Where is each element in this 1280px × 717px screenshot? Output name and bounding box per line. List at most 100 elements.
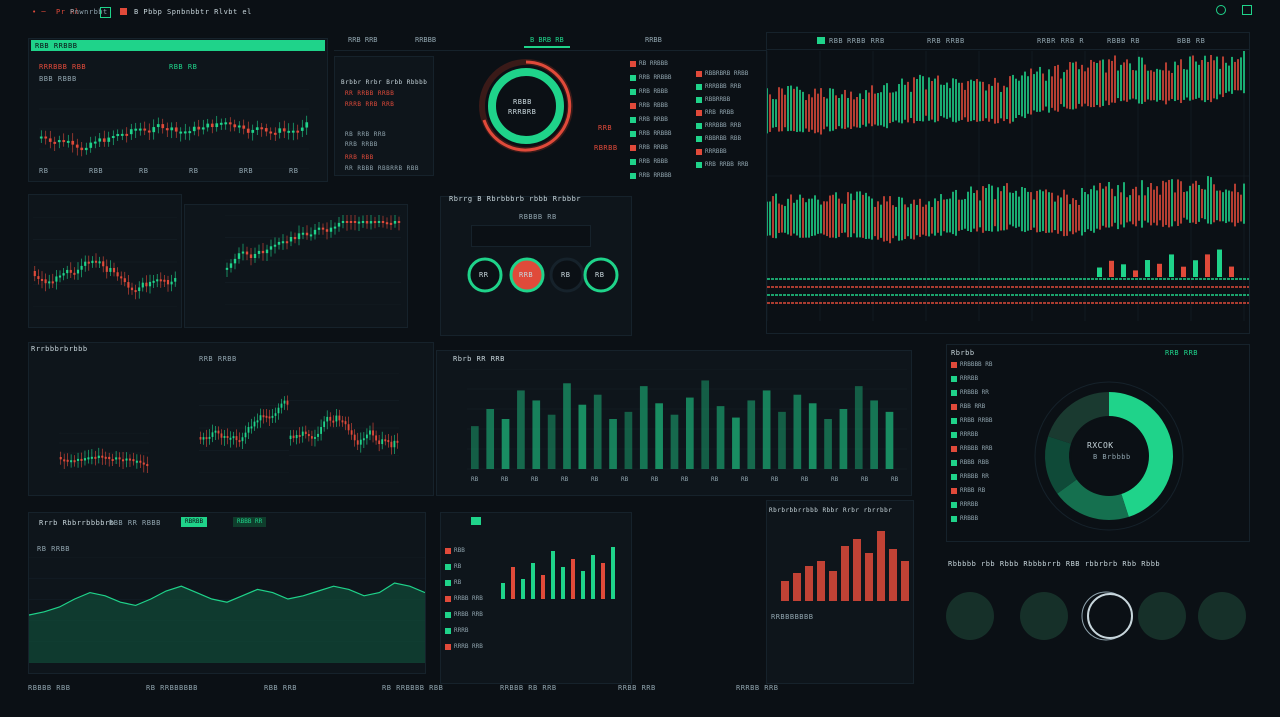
bullet-icon (696, 148, 702, 155)
tab-4[interactable]: RRBB (645, 36, 662, 44)
area-badge-2[interactable]: RBBB RR (233, 517, 267, 527)
candle (232, 436, 235, 439)
list-item[interactable]: RBB RRB (951, 403, 985, 410)
list-item[interactable]: RRRBB (951, 375, 978, 382)
list-item[interactable]: RRBBB (951, 515, 978, 522)
top-bar-item-2[interactable]: Pnwnrbbt (70, 8, 108, 16)
list-item[interactable]: RBBRBB RBB (696, 135, 741, 142)
list-item[interactable]: RRRBB (951, 501, 978, 508)
list-item[interactable]: RBBRRBB (696, 96, 730, 103)
top-bar-title: B Pbbp Spnbnbbtr Rlvbt el (134, 8, 252, 16)
candle (377, 221, 381, 223)
list-item[interactable]: RRB RBBB (630, 88, 668, 95)
ring-gauge (479, 59, 573, 153)
top-bar-item-1[interactable]: Pr Rl (56, 8, 80, 16)
list-item[interactable]: RRRB (445, 627, 468, 634)
list-item[interactable]: RRBBB RR (951, 473, 989, 480)
list-item[interactable]: RBBB RBB (951, 459, 989, 466)
candle (265, 415, 268, 418)
candle (325, 229, 329, 232)
axis-tick: RB (681, 476, 689, 483)
list-item[interactable]: RRB RRBBB (630, 130, 672, 137)
candle (397, 221, 401, 223)
list-item[interactable]: RRBBB RRB (951, 445, 993, 452)
bar (521, 579, 525, 599)
candle (286, 400, 289, 405)
alert-icon[interactable] (120, 8, 127, 15)
candle (393, 221, 397, 224)
list-item[interactable]: RRBBB RR (951, 389, 989, 396)
list-item[interactable]: RB (445, 579, 461, 586)
tab-3[interactable]: B BRB RB (524, 34, 570, 48)
header-badge[interactable] (817, 37, 825, 44)
list-item[interactable]: RB RRBBB (630, 60, 668, 67)
candle (70, 460, 73, 463)
donut-hole (1071, 418, 1147, 494)
candle (145, 282, 148, 287)
small-bar-badge[interactable] (471, 517, 481, 525)
area-badge[interactable]: RBRBB (181, 517, 208, 527)
volume-bar (1181, 266, 1186, 277)
main-header-1[interactable]: RBB (829, 37, 844, 45)
bar (670, 414, 679, 469)
main-header-6[interactable]: BBB RB (1177, 37, 1206, 45)
list-item[interactable]: RRBBBB RB (951, 361, 993, 368)
candle (63, 459, 66, 462)
area-chart (29, 557, 425, 663)
panel-candlestick: RBB RRBBB RRRBBB RBB BBB RBBB RBB RB RB … (28, 38, 328, 182)
list-item[interactable]: RRB RRBB RRB (696, 161, 748, 168)
candle (87, 261, 90, 264)
bar (601, 563, 605, 599)
list-item[interactable]: RRRB RRB (445, 643, 483, 650)
list-item[interactable]: RRRBBB RRB (696, 122, 741, 129)
tab-1[interactable]: RRB RRB (348, 36, 378, 44)
candle (130, 287, 134, 291)
list-item[interactable]: RRB RRBB (696, 109, 734, 116)
red-bars-title: Rbrbrbbrrbbb Rbbr Rrbr rbrrbbr (769, 507, 893, 514)
list-item[interactable]: RRRBBB (696, 148, 727, 155)
main-header-3[interactable]: RRB RRBB (927, 37, 965, 45)
list-item[interactable]: RRB RRBB (630, 116, 668, 123)
main-header-4[interactable]: RRBR RRB R (1037, 37, 1085, 45)
list-item[interactable]: RRBB RRBB (951, 417, 993, 424)
main-header-5[interactable]: RBBB RB (1107, 37, 1141, 45)
area-chart-title: Rrrb Rbbrrbbbbrb (39, 519, 115, 527)
candle (87, 457, 90, 460)
menu-icon[interactable]: • ─ (32, 8, 47, 16)
tab-2[interactable]: RRBBB (415, 36, 437, 44)
list-item-label: RRRBB (960, 431, 979, 438)
candle (261, 250, 265, 254)
list-item[interactable]: RRB RRBBB (630, 74, 672, 81)
bar (541, 575, 545, 599)
list-item[interactable]: RRB RBBB (630, 158, 668, 165)
refresh-icon[interactable] (1216, 5, 1226, 15)
list-item[interactable]: RRBB RRB (445, 611, 483, 618)
candle (143, 128, 147, 131)
list-item[interactable]: RRB RBBB (630, 102, 668, 109)
grid-icon[interactable] (100, 7, 111, 18)
settings-icon[interactable] (1242, 5, 1252, 15)
bar (841, 546, 849, 601)
candle (90, 456, 93, 459)
list-item[interactable]: RBBRBRB RRBB (696, 70, 748, 77)
candle (138, 287, 141, 292)
bar (486, 409, 495, 469)
panel-progress-bar: RBB RRBBB (31, 40, 325, 51)
list-item[interactable]: RB (445, 563, 461, 570)
list-item[interactable]: RRRBBB RRB (696, 83, 741, 90)
candle (89, 142, 93, 148)
axis-label: RB (189, 167, 199, 175)
list-item[interactable]: RRBB RB (951, 487, 985, 494)
list-item[interactable]: RRBB RRB (445, 595, 483, 602)
main-header-2[interactable]: RRBB RRB (847, 37, 885, 45)
list-item[interactable]: RRB RRBBB (630, 172, 672, 179)
list-item[interactable]: RRRBB (951, 431, 978, 438)
candle (251, 129, 255, 133)
bar (531, 563, 535, 599)
volume-bar (1193, 260, 1198, 277)
list-item[interactable]: RRB RRBB (630, 144, 668, 151)
dial-row (467, 257, 619, 293)
list-item[interactable]: RBB (445, 547, 465, 554)
candle (309, 234, 313, 237)
bullet-icon (696, 70, 702, 77)
